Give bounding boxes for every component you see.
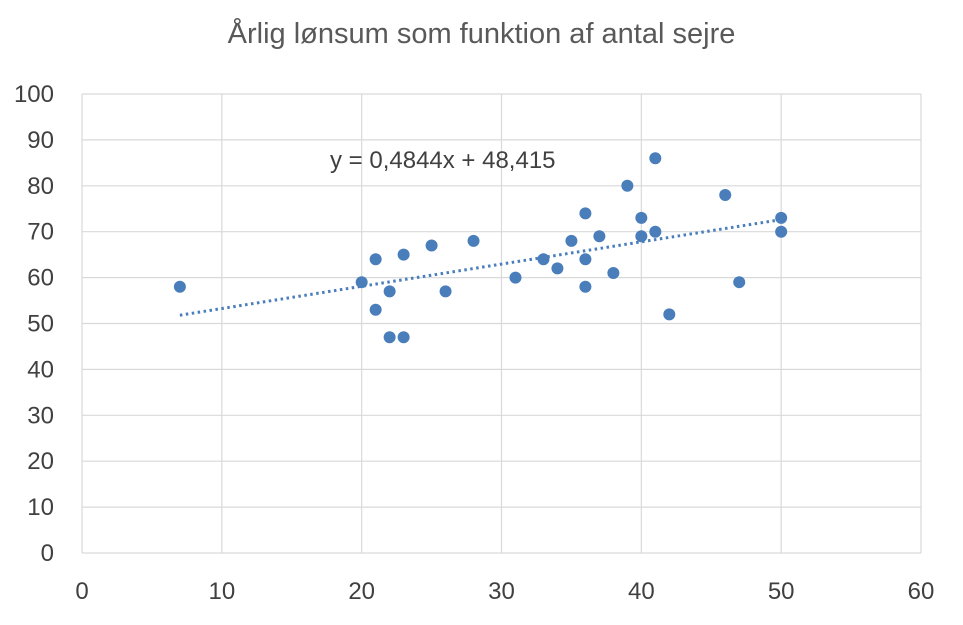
data-point (775, 211, 788, 224)
x-tick-label: 20 (348, 578, 375, 605)
x-tick-label: 10 (208, 578, 235, 605)
data-point (579, 280, 592, 293)
y-tick-label: 40 (27, 356, 54, 383)
data-point (355, 276, 368, 289)
data-point (565, 234, 578, 247)
data-point (369, 303, 382, 316)
data-point (173, 280, 186, 293)
data-point (397, 248, 410, 261)
data-points (173, 152, 788, 344)
data-point (663, 308, 676, 321)
x-tick-label: 60 (908, 578, 935, 605)
x-tick-label: 0 (75, 578, 88, 605)
data-point (635, 230, 648, 243)
data-point (649, 225, 662, 238)
y-tick-label: 50 (27, 311, 54, 338)
trendline (179, 218, 782, 317)
y-tick-label: 60 (27, 265, 54, 292)
data-point (607, 267, 620, 280)
data-point (719, 188, 732, 201)
x-tick-label: 40 (628, 578, 655, 605)
data-point (593, 230, 606, 243)
data-point (509, 271, 522, 284)
data-point (467, 234, 480, 247)
y-tick-label: 10 (27, 494, 54, 521)
y-tick-label: 90 (27, 127, 54, 154)
data-point (383, 331, 396, 344)
gridlines (81, 93, 922, 554)
y-tick-label: 20 (27, 448, 54, 475)
y-tick-label: 80 (27, 173, 54, 200)
data-point (579, 207, 592, 220)
trendline-equation: y = 0,4844x + 48,415 (330, 147, 556, 174)
x-tick-label: 50 (768, 578, 795, 605)
y-tick-label: 30 (27, 402, 54, 429)
data-point (649, 152, 662, 165)
y-tick-label: 100 (14, 81, 54, 108)
data-point (551, 262, 564, 275)
y-tick-label: 70 (27, 219, 54, 246)
data-point (369, 253, 382, 266)
trendline-group (179, 218, 782, 317)
data-point (733, 276, 746, 289)
data-point (397, 331, 410, 344)
data-point (775, 225, 788, 238)
data-point (425, 239, 438, 252)
x-tick-label: 30 (488, 578, 515, 605)
data-point (621, 179, 634, 192)
data-point (635, 211, 648, 224)
data-point (383, 285, 396, 298)
chart-title: Årlig lønsum som funktion af antal sejre (227, 18, 736, 50)
data-point (537, 253, 550, 266)
tick-labels: 0 10 20 30 40 50 60 70 80 90 100 0 10 20 30 40 50 60 (14, 81, 934, 605)
data-point (579, 253, 592, 266)
data-point (439, 285, 452, 298)
y-tick-label: 0 (41, 540, 54, 567)
